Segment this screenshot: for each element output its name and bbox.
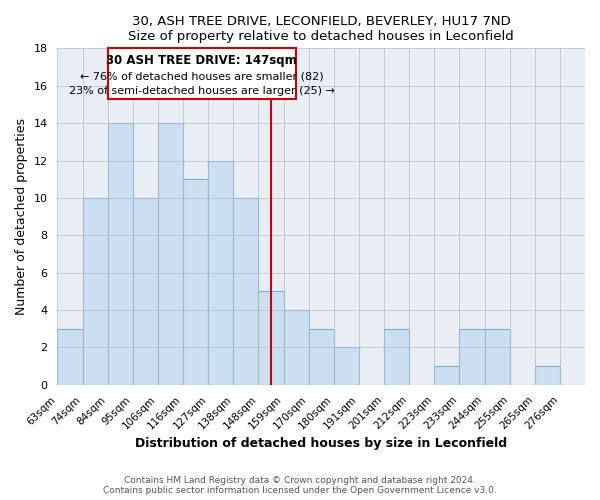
Bar bbox=[133, 198, 158, 385]
Bar bbox=[233, 198, 259, 385]
Bar bbox=[308, 329, 334, 385]
Bar bbox=[460, 329, 485, 385]
Text: ← 76% of detached houses are smaller (82): ← 76% of detached houses are smaller (82… bbox=[80, 72, 323, 82]
Text: 23% of semi-detached houses are larger (25) →: 23% of semi-detached houses are larger (… bbox=[69, 86, 335, 97]
Bar bbox=[158, 123, 183, 385]
X-axis label: Distribution of detached houses by size in Leconfield: Distribution of detached houses by size … bbox=[135, 437, 507, 450]
Bar bbox=[384, 329, 409, 385]
Bar bbox=[259, 292, 284, 385]
Bar bbox=[107, 123, 133, 385]
Text: Contains HM Land Registry data © Crown copyright and database right 2024.
Contai: Contains HM Land Registry data © Crown c… bbox=[103, 476, 497, 495]
Bar bbox=[485, 329, 509, 385]
Bar bbox=[58, 329, 83, 385]
Text: 30 ASH TREE DRIVE: 147sqm: 30 ASH TREE DRIVE: 147sqm bbox=[106, 54, 297, 67]
Bar bbox=[535, 366, 560, 385]
Bar bbox=[434, 366, 460, 385]
Bar bbox=[284, 310, 308, 385]
FancyBboxPatch shape bbox=[107, 48, 296, 99]
Bar bbox=[334, 348, 359, 385]
Title: 30, ASH TREE DRIVE, LECONFIELD, BEVERLEY, HU17 7ND
Size of property relative to : 30, ASH TREE DRIVE, LECONFIELD, BEVERLEY… bbox=[128, 15, 514, 43]
Y-axis label: Number of detached properties: Number of detached properties bbox=[15, 118, 28, 315]
Bar bbox=[208, 160, 233, 385]
Bar bbox=[83, 198, 107, 385]
Bar bbox=[183, 179, 208, 385]
